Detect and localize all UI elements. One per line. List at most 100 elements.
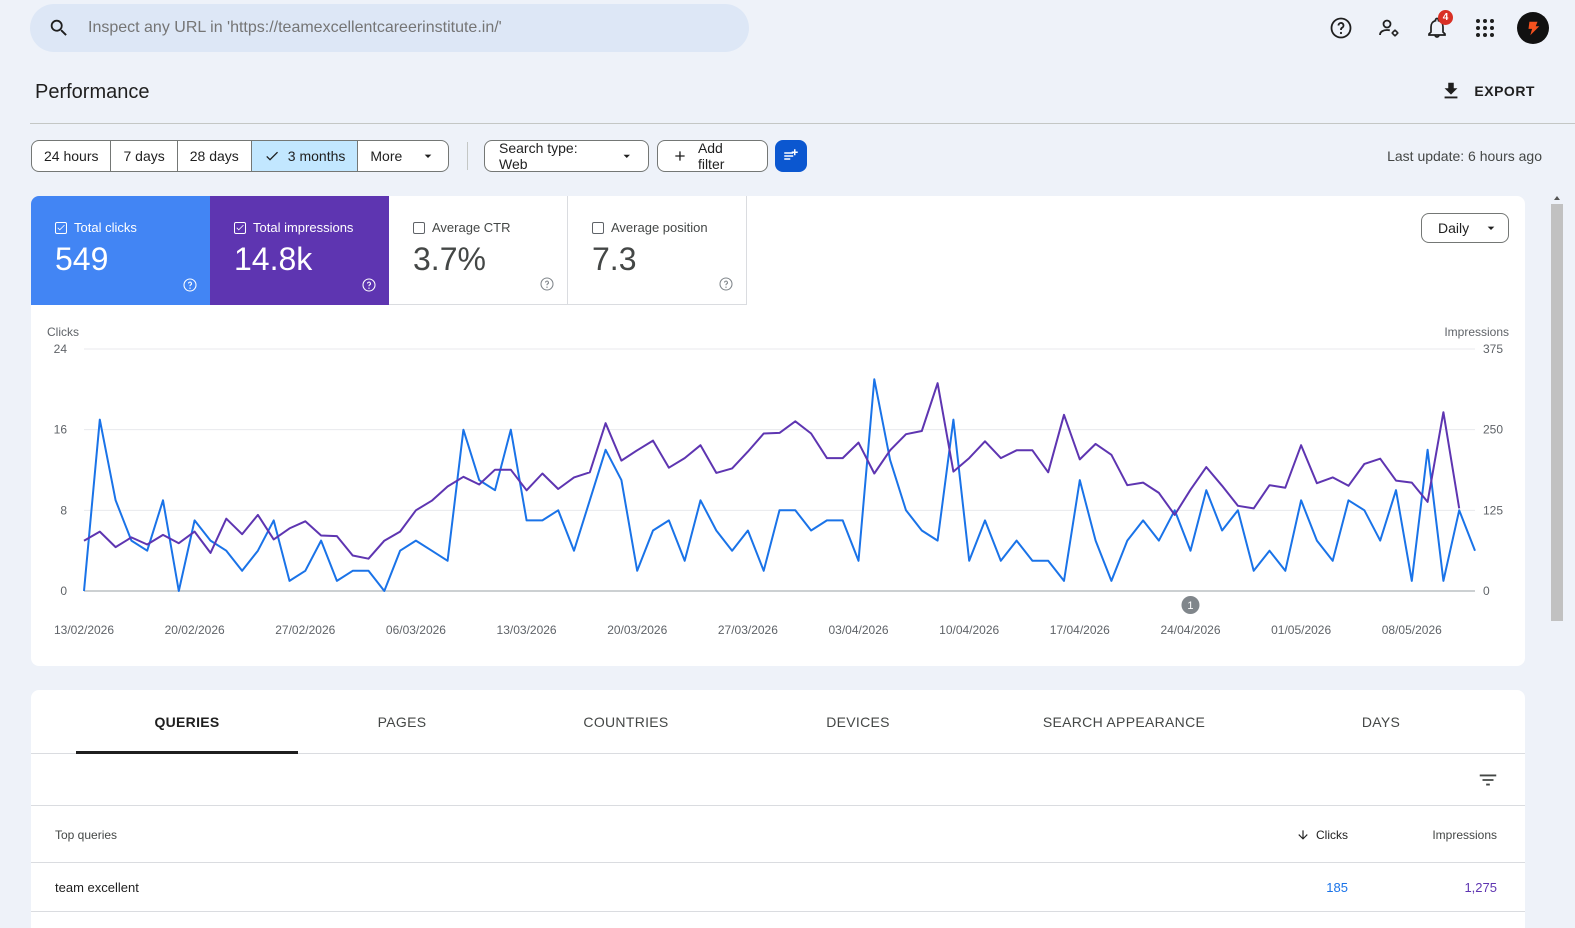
x-tick-label: 20/02/2026 (165, 623, 225, 637)
y-tick-right: 0 (1483, 584, 1490, 598)
x-tick-label: 08/05/2026 (1382, 623, 1442, 637)
page-scrollbar[interactable] (1551, 196, 1563, 928)
last-update-text: Last update: 6 hours ago (1387, 148, 1542, 164)
series-line-impressions (83, 382, 1461, 560)
manage-users-icon[interactable] (1371, 10, 1407, 46)
help-icon[interactable] (361, 277, 377, 293)
date-option-7-days[interactable]: 7 days (111, 141, 178, 171)
x-tick-label: 27/03/2026 (718, 623, 778, 637)
date-range-selector: 24 hours 7 days 28 days 3 months More (31, 140, 450, 172)
y-tick-left: 8 (60, 503, 67, 517)
chevron-down-icon (1487, 226, 1495, 230)
checkbox-unchecked-icon[interactable] (413, 221, 425, 234)
export-button[interactable]: EXPORT (1440, 80, 1535, 102)
annotation-marker (1181, 596, 1200, 614)
help-icon[interactable] (1323, 10, 1359, 46)
scrollbar-thumb[interactable] (1551, 204, 1563, 621)
checkbox-checked-icon[interactable] (55, 221, 67, 234)
granularity-dropdown[interactable]: Daily (1421, 213, 1509, 243)
dimension-tabs: QUERIES PAGES COUNTRIES DEVICES SEARCH A… (31, 690, 1525, 754)
plus-icon (675, 151, 685, 161)
notifications-icon[interactable]: 4 (1419, 10, 1455, 46)
column-header-clicks[interactable]: Clicks (1296, 828, 1348, 842)
annotation-marker-label: 1 (1187, 600, 1193, 612)
date-option-24-hours[interactable]: 24 hours (32, 141, 112, 171)
y-tick-right: 375 (1483, 342, 1503, 356)
y-axis-right-title: Impressions (1444, 325, 1509, 339)
series-line-clicks (83, 378, 1476, 592)
y-tick-left: 0 (60, 584, 67, 598)
x-tick-label: 20/03/2026 (607, 623, 667, 637)
column-header-impressions[interactable]: Impressions (1432, 828, 1497, 842)
scroll-up-arrow-icon[interactable] (1554, 196, 1560, 200)
chevron-down-icon (424, 154, 432, 158)
column-header-queries[interactable]: Top queries (55, 828, 118, 842)
performance-chart-card: Total clicks 549 Total impressions 14.8k… (31, 196, 1525, 666)
y-tick-right: 125 (1483, 503, 1503, 517)
export-label: EXPORT (1474, 83, 1535, 99)
account-avatar[interactable] (1515, 10, 1551, 46)
help-icon[interactable] (718, 276, 734, 292)
tab-queries[interactable]: QUERIES (76, 690, 298, 754)
search-type-label: Search type: Web (499, 140, 578, 172)
metric-average-position[interactable]: Average position 7.3 (568, 196, 747, 305)
metric-value: 3.7% (413, 241, 486, 277)
query-cell: team excellent (55, 880, 139, 895)
filter-list-icon[interactable] (1477, 769, 1499, 791)
add-filter-label: Add filter (697, 140, 725, 172)
download-icon (1445, 82, 1458, 99)
compare-filter-button[interactable] (775, 140, 807, 172)
add-filter-button[interactable]: Add filter (657, 140, 768, 172)
tab-devices[interactable]: DEVICES (826, 714, 890, 730)
help-icon[interactable] (539, 276, 555, 292)
tab-search-appearance[interactable]: SEARCH APPEARANCE (1042, 714, 1206, 730)
date-option-3-months[interactable]: 3 months (251, 141, 359, 171)
tab-days[interactable]: DAYS (1361, 714, 1401, 730)
y-axis-left-title: Clicks (47, 325, 79, 339)
granularity-label: Daily (1438, 220, 1470, 236)
top-bar: 4 (0, 0, 1575, 56)
checkbox-checked-icon[interactable] (234, 221, 246, 234)
performance-table-card: QUERIES PAGES COUNTRIES DEVICES SEARCH A… (31, 690, 1525, 928)
x-tick-label: 01/05/2026 (1271, 623, 1331, 637)
metric-value: 549 (55, 241, 109, 277)
x-tick-label: 17/04/2026 (1050, 623, 1110, 637)
date-option-more[interactable]: More (358, 141, 448, 171)
metric-value: 14.8k (234, 241, 313, 277)
search-icon (50, 19, 67, 36)
impressions-cell: 1,275 (1464, 880, 1497, 895)
tab-countries[interactable]: COUNTRIES (583, 714, 669, 730)
metric-total-impressions[interactable]: Total impressions 14.8k (210, 196, 389, 305)
table-row[interactable]: team excellent 185 1,275 (31, 864, 1525, 912)
metric-total-clicks[interactable]: Total clicks 549 (31, 196, 210, 305)
table-filter-row (31, 755, 1525, 806)
apps-grid-icon[interactable] (1467, 10, 1503, 46)
performance-line-chart: Clicks Impressions 0 0 8 125 16 250 24 375 13/02/2… (47, 325, 1509, 637)
tab-pages[interactable]: PAGES (377, 714, 427, 730)
notification-count-badge: 4 (1438, 10, 1453, 25)
metric-average-ctr[interactable]: Average CTR 3.7% (389, 196, 568, 305)
filter-settings-icon (784, 149, 798, 160)
header-divider (30, 123, 1575, 124)
help-icon[interactable] (182, 277, 198, 293)
y-tick-left: 24 (54, 342, 68, 356)
arrow-down-icon (1298, 830, 1308, 840)
search-type-filter[interactable]: Search type: Web (484, 140, 649, 172)
checkbox-unchecked-icon[interactable] (592, 221, 604, 234)
x-tick-label: 10/04/2026 (939, 623, 999, 637)
check-icon (266, 151, 278, 161)
x-tick-label: 24/04/2026 (1160, 623, 1220, 637)
y-tick-right: 250 (1483, 423, 1503, 437)
chevron-down-icon (623, 154, 630, 158)
x-tick-label: 06/03/2026 (386, 623, 446, 637)
url-inspection-input[interactable] (88, 19, 688, 37)
url-inspection-search[interactable] (30, 4, 749, 52)
metric-value: 7.3 (592, 241, 637, 277)
x-tick-label: 27/02/2026 (275, 623, 335, 637)
date-option-28-days[interactable]: 28 days (178, 141, 252, 171)
clicks-cell: 185 (1326, 880, 1348, 895)
table-header: Top queries Clicks Impressions (31, 807, 1525, 863)
x-tick-label: 13/03/2026 (497, 623, 557, 637)
page-title: Performance (35, 81, 150, 103)
x-tick-label: 03/04/2026 (829, 623, 889, 637)
